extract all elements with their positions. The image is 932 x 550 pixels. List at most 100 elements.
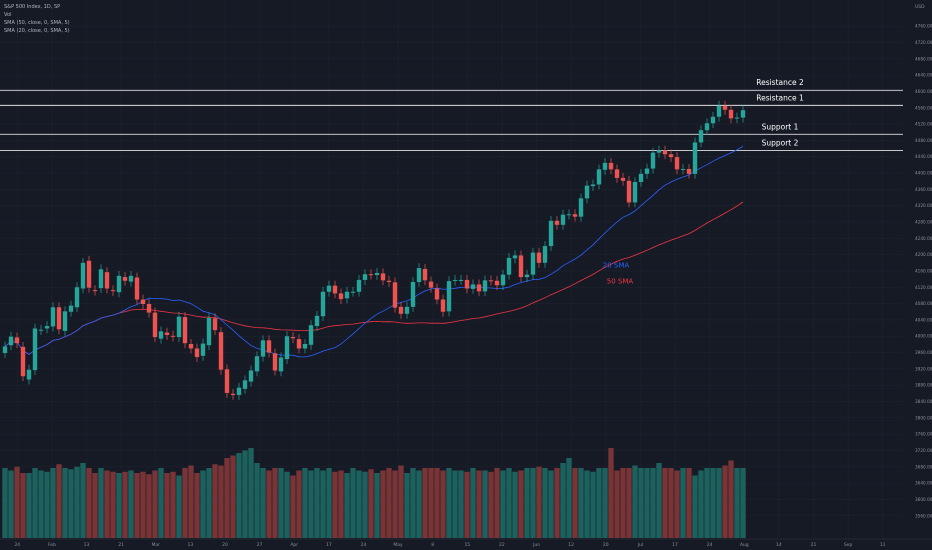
y-tick-label: 4280.00 <box>915 220 932 225</box>
candle-body <box>680 168 686 170</box>
volume-bar <box>554 468 560 538</box>
volume-bar <box>584 470 590 538</box>
volume-bar <box>560 463 566 538</box>
candle-body <box>98 269 104 289</box>
volume-bar <box>704 468 710 538</box>
candle-body <box>668 154 674 158</box>
y-tick-label: 3720.00 <box>915 448 932 453</box>
x-tick-label: 22 <box>499 542 505 548</box>
volume-bar <box>500 470 506 538</box>
volume-bar <box>548 470 554 538</box>
volume-bar <box>74 466 80 538</box>
volume-bar <box>146 474 152 538</box>
candle-body <box>722 105 728 110</box>
volume-bar <box>728 460 734 538</box>
candle-body <box>74 287 80 308</box>
volume-bar <box>272 468 278 538</box>
candle-body <box>188 343 194 349</box>
candle-body <box>566 214 572 216</box>
candle-body <box>50 307 56 327</box>
volume-bar <box>278 468 284 538</box>
candle-body <box>302 343 308 349</box>
volume-bar <box>122 471 128 538</box>
candle-body <box>194 348 200 358</box>
volume-bar <box>206 468 212 538</box>
candle-body <box>248 370 254 382</box>
candle-body <box>146 304 152 313</box>
candle-body <box>14 337 20 344</box>
legend-sma50: SMA (50, close, 0, SMA, 5) <box>4 20 70 26</box>
level-labels: Resistance 2 Resistance 1 Support 1 Support… <box>603 78 804 285</box>
x-tick-label: 24 <box>707 542 713 548</box>
candle-body <box>320 291 326 317</box>
volume-bar <box>254 463 260 538</box>
volume-bar <box>194 473 200 538</box>
volume-bar <box>668 468 674 538</box>
candle-body <box>452 279 458 281</box>
volume-bar <box>200 470 206 538</box>
x-tick-label: 20 <box>222 542 228 548</box>
volume-bar <box>692 475 698 538</box>
candle-body <box>326 285 332 292</box>
volume-bar <box>530 468 536 538</box>
candle-body <box>350 291 356 293</box>
volume-bar <box>398 465 404 538</box>
candle-body <box>686 168 692 174</box>
candle-body <box>140 299 146 305</box>
candle-body <box>698 130 704 143</box>
volume-bar <box>158 468 164 538</box>
candle-body <box>380 273 386 281</box>
y-tick-label: 4240.00 <box>915 236 932 241</box>
volume-bar <box>32 468 38 538</box>
x-tick-label: Mar <box>152 542 161 548</box>
candle-body <box>344 291 350 299</box>
y-tick-label: 4200.00 <box>915 252 932 257</box>
candle-body <box>650 152 656 169</box>
candle-body <box>602 162 608 170</box>
candle-body <box>260 340 266 357</box>
x-tick-label: 13 <box>84 542 90 548</box>
volume-bar <box>722 465 728 538</box>
x-tick-label: 8 <box>431 542 434 548</box>
candle-body <box>716 105 722 117</box>
candle-body <box>230 393 236 395</box>
sma50-line <box>4 201 744 355</box>
candle-body <box>338 293 344 300</box>
candle-body <box>506 257 512 275</box>
volume-bar <box>296 470 302 538</box>
volume-bar <box>494 468 500 538</box>
volume-bar <box>140 471 146 538</box>
volume-bar <box>662 468 668 538</box>
volume-bar <box>632 465 638 538</box>
volume-bar <box>740 468 746 538</box>
y-tick-label: 3600.00 <box>915 497 932 502</box>
y-tick-label: 3760.00 <box>915 432 932 437</box>
volume-bar <box>50 468 56 538</box>
candle-body <box>86 260 92 288</box>
candle-body <box>440 299 446 312</box>
candle-body <box>296 339 302 349</box>
candles <box>2 100 746 400</box>
volume-bar <box>380 470 386 538</box>
candle-body <box>710 116 716 124</box>
y-tick-label: 4560.00 <box>915 105 932 110</box>
x-tick-label: Apr <box>290 542 298 548</box>
volume-bar <box>644 468 650 538</box>
volume-bar <box>596 468 602 538</box>
candle-body <box>206 317 212 346</box>
volume-bar <box>218 465 224 538</box>
candle-body <box>458 279 464 281</box>
candle-body <box>572 214 578 217</box>
y-tick-label: 4440.00 <box>915 154 932 159</box>
candle-body <box>470 284 476 289</box>
volume-bar <box>542 468 548 538</box>
level-label: Resistance 2 <box>756 78 804 87</box>
candle-body <box>614 169 620 178</box>
y-tick-label: 4680.00 <box>915 56 932 61</box>
volume-bar <box>674 470 680 538</box>
volume-bar <box>572 468 578 538</box>
candle-body <box>620 177 626 181</box>
candle-body <box>476 284 482 292</box>
